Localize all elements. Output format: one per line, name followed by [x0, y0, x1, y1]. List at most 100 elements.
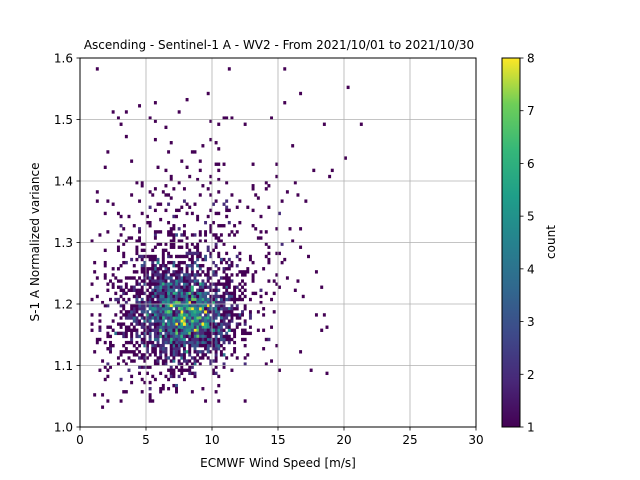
heatmap-cell — [196, 294, 200, 299]
heatmap-cell — [159, 331, 163, 336]
heatmap-cell — [190, 331, 194, 336]
y-tick-label: 1.4 — [54, 175, 73, 189]
heatmap-cell — [225, 279, 229, 283]
heatmap-cell — [217, 147, 221, 151]
heatmap-cell — [196, 297, 200, 302]
heatmap-cell — [314, 313, 318, 317]
heatmap-cell — [164, 279, 168, 283]
heatmap-cell — [175, 233, 178, 237]
colorbar-label: count — [544, 225, 558, 259]
heatmap-cell — [175, 307, 178, 311]
heatmap-cell — [217, 343, 221, 348]
heatmap-cell — [146, 220, 149, 225]
heatmap-cell — [116, 362, 120, 366]
heatmap-cell — [267, 205, 271, 209]
y-tick-label: 1.2 — [54, 298, 73, 312]
heatmap-cell — [193, 233, 197, 237]
heatmap-cell — [212, 294, 215, 299]
heatmap-cell — [256, 196, 260, 200]
heatmap-cell — [190, 340, 194, 345]
heatmap-cell — [169, 347, 173, 351]
heatmap-cell — [182, 340, 186, 345]
heatmap-cell — [227, 233, 231, 237]
heatmap-cell — [153, 245, 157, 249]
heatmap-cell — [146, 343, 149, 348]
heatmap-cell — [230, 316, 234, 320]
heatmap-cell — [146, 288, 149, 292]
heatmap-cell — [241, 279, 244, 283]
heatmap-cell — [159, 304, 163, 308]
heatmap-cell — [159, 325, 163, 329]
heatmap-cell — [227, 307, 231, 311]
heatmap-cell — [238, 270, 242, 274]
heatmap-cell — [209, 288, 213, 292]
heatmap-cell — [153, 322, 157, 326]
x-tick-label: 10 — [204, 433, 219, 447]
heatmap-cell — [177, 270, 181, 274]
heatmap-cell — [180, 291, 184, 296]
heatmap-cell — [198, 337, 202, 342]
heatmap-cell — [159, 300, 163, 305]
heatmap-cell — [233, 334, 237, 339]
heatmap-cell — [119, 399, 123, 403]
heatmap-cell — [98, 328, 102, 332]
heatmap-cell — [233, 300, 237, 305]
heatmap-cell — [164, 285, 168, 289]
heatmap-cell — [111, 343, 115, 348]
heatmap-cell — [167, 202, 171, 206]
heatmap-cell — [285, 276, 289, 280]
heatmap-cell — [140, 310, 144, 314]
heatmap-cell — [190, 150, 194, 154]
heatmap-cell — [196, 325, 200, 329]
heatmap-cell — [109, 325, 112, 329]
heatmap-cell — [204, 257, 208, 262]
heatmap-cell — [193, 279, 197, 283]
heatmap-cell — [190, 273, 194, 277]
heatmap-cell — [201, 184, 205, 188]
heatmap-cell — [182, 288, 186, 292]
heatmap-cell — [243, 304, 247, 308]
heatmap-cell — [143, 282, 147, 286]
heatmap-cell — [177, 267, 181, 271]
heatmap-cell — [164, 193, 168, 197]
heatmap-cell — [103, 273, 107, 277]
heatmap-cell — [209, 304, 213, 308]
heatmap-cell — [101, 359, 105, 363]
heatmap-cell — [175, 273, 178, 277]
heatmap-cell — [167, 288, 171, 292]
heatmap-cell — [254, 291, 258, 296]
heatmap-cell — [111, 328, 115, 332]
heatmap-cell — [130, 276, 134, 280]
heatmap-cell — [159, 242, 163, 246]
heatmap-cell — [193, 297, 197, 302]
heatmap-cell — [193, 343, 197, 348]
heatmap-cell — [161, 322, 165, 326]
heatmap-cell — [190, 365, 194, 369]
heatmap-cell — [93, 260, 97, 265]
heatmap-cell — [185, 334, 189, 339]
heatmap-cell — [304, 199, 308, 203]
heatmap-cell — [193, 260, 197, 265]
heatmap-cell — [172, 304, 176, 308]
heatmap-cell — [138, 300, 142, 305]
heatmap-cell — [264, 181, 268, 185]
heatmap-cell — [153, 279, 157, 283]
heatmap-cell — [153, 328, 157, 332]
heatmap-cell — [140, 267, 144, 271]
heatmap-cell — [130, 316, 134, 320]
heatmap-cell — [251, 260, 255, 265]
heatmap-cell — [190, 343, 194, 348]
heatmap-cell — [177, 239, 181, 243]
heatmap-cell — [185, 319, 189, 323]
heatmap-cell — [172, 368, 176, 372]
heatmap-cell — [198, 254, 202, 259]
heatmap-cell — [146, 347, 149, 351]
heatmap-cell — [185, 359, 189, 363]
heatmap-cell — [135, 251, 139, 256]
heatmap-cell — [169, 288, 173, 292]
heatmap-cell — [198, 193, 202, 197]
x-tick-label: 30 — [468, 433, 483, 447]
heatmap-cell — [204, 273, 208, 277]
heatmap-cell — [180, 304, 184, 308]
heatmap-cell — [177, 285, 181, 289]
